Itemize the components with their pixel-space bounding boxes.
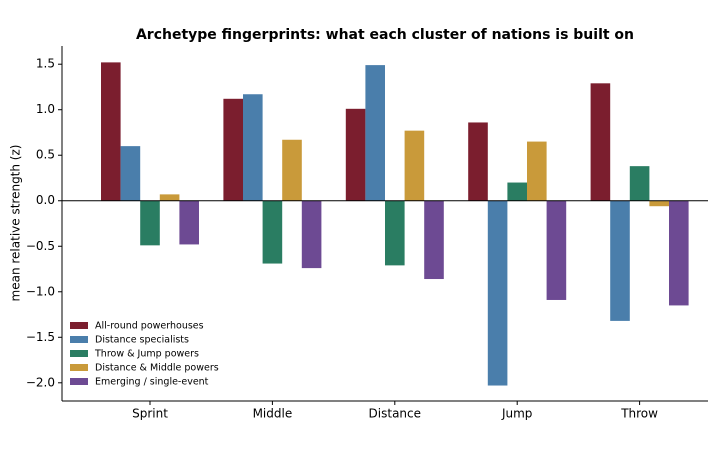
bar [140, 200, 160, 246]
bar [404, 130, 425, 201]
bar [365, 65, 385, 201]
legend-swatch [70, 364, 88, 371]
bar [629, 166, 650, 201]
y-tick-label: 1.5 [36, 57, 55, 71]
bar [610, 200, 630, 321]
bar [301, 200, 322, 269]
bar [527, 141, 547, 201]
legend-label: Distance & Middle powers [95, 363, 219, 374]
legend-swatch [70, 322, 88, 329]
bar [282, 139, 302, 201]
bar [385, 200, 405, 266]
y-tick-label: 0.0 [36, 193, 55, 207]
bar [649, 200, 669, 207]
bar [243, 94, 263, 201]
bar [487, 200, 508, 386]
y-tick-label: 1.0 [36, 102, 55, 116]
y-tick-label: −0.5 [26, 239, 55, 253]
y-tick-label: −2.0 [26, 375, 55, 389]
legend-label: Distance specialists [95, 335, 189, 346]
chart-title: Archetype fingerprints: what each cluste… [136, 27, 634, 43]
bar [101, 62, 121, 201]
x-tick-label: Distance [369, 407, 421, 421]
bar [669, 200, 689, 306]
legend-label: Throw & Jump powers [94, 349, 199, 360]
bar [262, 200, 283, 264]
bar [159, 194, 180, 201]
bar [120, 146, 141, 201]
bar [590, 83, 611, 201]
x-tick-label: Throw [620, 407, 658, 421]
bar [507, 182, 527, 201]
legend-swatch [70, 378, 88, 385]
y-tick-label: 0.5 [36, 148, 55, 162]
y-tick-label: −1.5 [26, 330, 55, 344]
bar [179, 200, 199, 245]
legend-label: All-round powerhouses [95, 321, 204, 332]
legend-swatch [70, 336, 88, 343]
bar [223, 98, 243, 201]
x-tick-label: Jump [501, 407, 532, 421]
legend-label: Emerging / single-event [95, 377, 209, 388]
legend-swatch [70, 350, 88, 357]
y-axis-label: mean relative strength (z) [9, 145, 23, 302]
y-tick-label: −1.0 [26, 284, 55, 298]
x-tick-label: Sprint [132, 407, 168, 421]
x-tick-label: Middle [253, 407, 293, 421]
bar [468, 122, 488, 201]
legend: All-round powerhouses Distance specialist… [70, 321, 219, 388]
bar [546, 200, 567, 300]
bar [345, 108, 366, 201]
bar [424, 200, 444, 280]
